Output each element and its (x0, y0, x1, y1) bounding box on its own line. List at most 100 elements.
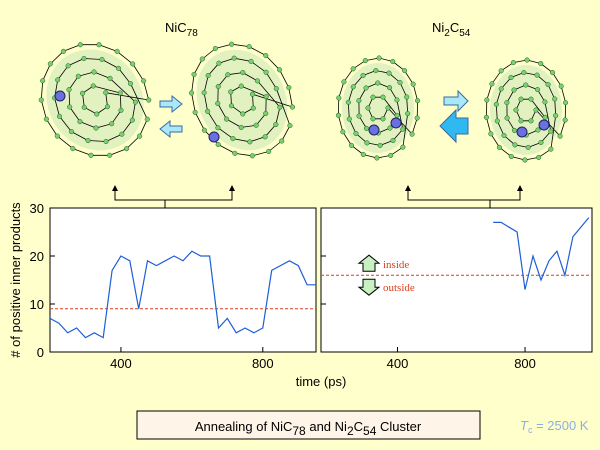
atom (129, 117, 135, 123)
atom (498, 68, 504, 74)
exchange-arrows (159, 89, 469, 144)
cage-body (342, 63, 414, 153)
atom (192, 109, 198, 115)
atom (410, 81, 416, 87)
atom (353, 130, 359, 137)
atom (248, 58, 254, 64)
atom (513, 107, 519, 113)
atom (94, 111, 100, 117)
atom (205, 108, 211, 114)
atom (223, 116, 230, 122)
atom (525, 144, 531, 150)
cage-bonds (486, 59, 566, 161)
atom (346, 116, 352, 122)
atom (375, 80, 381, 86)
atom (535, 127, 541, 133)
connector-heads (112, 185, 523, 191)
atom (141, 78, 147, 84)
atom (363, 85, 369, 91)
data-line (493, 217, 590, 290)
atom (246, 44, 252, 50)
molecules (38, 41, 569, 163)
atom (247, 139, 253, 145)
atom (538, 139, 544, 146)
atom (488, 131, 494, 137)
atom (240, 70, 246, 76)
atom (88, 152, 94, 158)
atom (388, 152, 394, 158)
atom (348, 142, 355, 148)
atom (77, 42, 83, 48)
data-line (49, 250, 316, 339)
atom (335, 112, 341, 118)
atom (249, 153, 255, 159)
atom (132, 99, 138, 105)
atom (340, 129, 346, 135)
nickel-atom (208, 131, 220, 143)
atom (415, 98, 421, 104)
atom (397, 79, 403, 86)
outside-arrow (357, 278, 381, 296)
atom (504, 115, 510, 121)
atom (254, 78, 261, 84)
atom (542, 114, 548, 120)
atom (249, 91, 256, 97)
atom (512, 142, 518, 148)
inside-arrow (357, 254, 381, 272)
atom (545, 81, 551, 88)
x-tick-label: 400 (110, 356, 132, 371)
atom (144, 116, 150, 122)
atom (387, 125, 393, 131)
atom (60, 48, 66, 54)
atom (77, 119, 83, 125)
atom (54, 133, 60, 139)
atom (96, 42, 102, 48)
atom (253, 122, 259, 128)
atom (65, 63, 71, 69)
atom (522, 157, 528, 163)
atom (90, 83, 96, 89)
atom (558, 83, 564, 89)
atom (38, 97, 44, 103)
connectors (114, 190, 521, 208)
atom (360, 72, 366, 79)
atom (66, 87, 72, 93)
plot-area (49, 207, 317, 353)
atom (229, 41, 235, 47)
atom (75, 73, 81, 79)
x-tick-label: 400 (387, 356, 409, 371)
atom (401, 68, 408, 74)
atom (528, 96, 534, 102)
y-tick-label: 30 (30, 201, 44, 216)
atom (137, 133, 143, 139)
atom (405, 111, 411, 117)
atom (362, 58, 368, 64)
atom (191, 71, 197, 77)
temperature: Tc = 2500 K (520, 418, 589, 435)
atom (70, 146, 76, 152)
atom (287, 123, 293, 129)
x-tick-label: 800 (252, 356, 274, 371)
atom (511, 127, 518, 133)
atom (230, 136, 236, 142)
atom (563, 100, 569, 106)
atom (376, 55, 382, 61)
atom (238, 83, 244, 89)
atom (370, 116, 376, 122)
atom (250, 105, 256, 111)
atom (279, 138, 285, 144)
atom (386, 70, 392, 76)
atom (363, 125, 370, 131)
atom (380, 116, 386, 122)
atom (119, 131, 125, 137)
atom (266, 148, 272, 155)
atom (273, 121, 279, 128)
atom (231, 55, 237, 61)
atom (548, 146, 554, 152)
atom (562, 117, 568, 123)
molecule-label: Ni2C54 (432, 20, 471, 39)
atom (107, 152, 113, 158)
atom (232, 150, 238, 156)
atom (534, 72, 540, 78)
nickel-atom (538, 119, 550, 131)
